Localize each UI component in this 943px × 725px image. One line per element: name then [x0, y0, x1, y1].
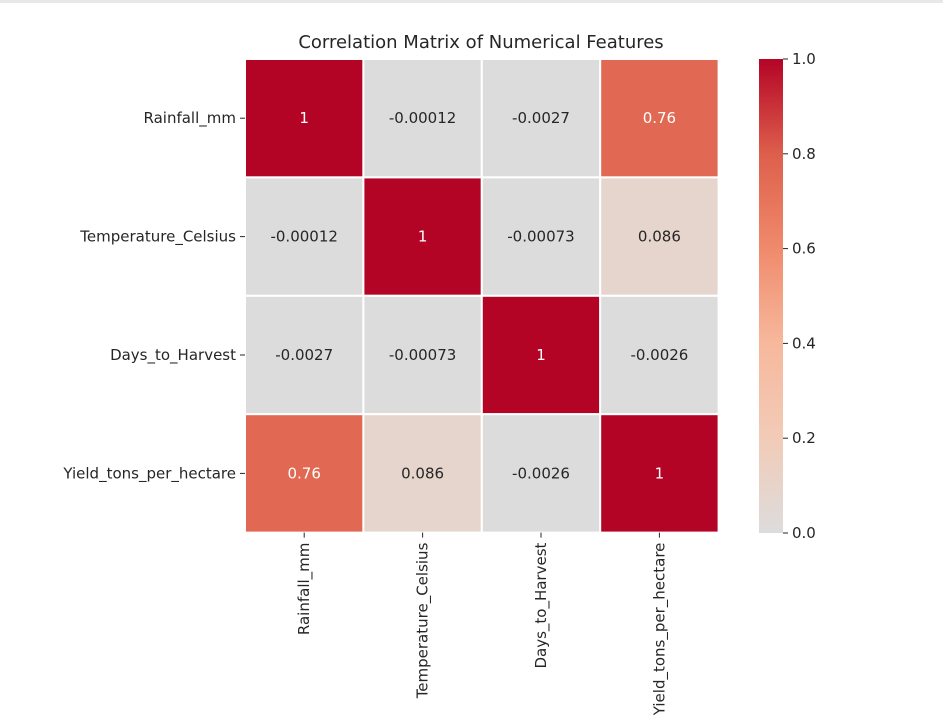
- heatmap-cell-label-1-2: -0.00073: [507, 228, 574, 246]
- heatmap-cell-label-2-1: -0.00073: [389, 346, 456, 364]
- heatmap-cell-label-1-1: 1: [418, 228, 428, 246]
- heatmap-cell-label-0-2: -0.0027: [512, 109, 570, 127]
- heatmap-cell-3-0: [244, 413, 365, 534]
- heatmap-cell-label-2-3: -0.0026: [630, 346, 688, 364]
- heatmap-cells: 1 -0.00012 -0.0027 0.76 -0.00012 1 -0.00073 0.0…: [244, 58, 720, 534]
- chart-title: Correlation Matrix of Numerical Features: [298, 32, 663, 53]
- heatmap-cell-3-3: [599, 413, 720, 534]
- heatmap-cell-label-2-0: -0.0027: [275, 346, 333, 364]
- row-tick-label-1: Temperature_Celsius: [79, 228, 236, 247]
- heatmap-cell-1-3: [599, 176, 720, 297]
- column-tick-label-1: Temperature_Celsius: [414, 542, 433, 699]
- heatmap-column-ticks: Rainfall_mm Temperature_Celsius Days_to_Ha…: [295, 532, 669, 717]
- column-tick-label-2: Days_to_Harvest: [532, 542, 551, 668]
- column-tick-label-0: Rainfall_mm: [295, 543, 314, 636]
- heatmap-cell-2-2: [480, 294, 602, 416]
- colorbar: 0.0 0.2 0.4 0.6 0.8 1.0: [759, 50, 816, 542]
- heatmap-cell-2-3: [599, 294, 720, 416]
- colorbar-tick-label-0: 0.0: [792, 524, 816, 542]
- heatmap-cell-label-0-3: 0.76: [643, 109, 676, 127]
- colorbar-gradient: [759, 59, 783, 533]
- heatmap-cell-label-3-0: 0.76: [287, 464, 320, 482]
- colorbar-tick-label-4: 0.8: [792, 145, 816, 163]
- colorbar-tick-label-2: 0.4: [792, 334, 816, 352]
- heatmap-cell-label-3-2: -0.0026: [512, 464, 570, 482]
- heatmap-cell-label-1-0: -0.00012: [270, 228, 337, 246]
- heatmap-cell-label-3-3: 1: [655, 464, 665, 482]
- column-tick-label-3: Yield_tons_per_hectare: [650, 543, 669, 717]
- heatmap-cell-3-2: [480, 413, 602, 534]
- heatmap-cell-label-0-1: -0.00012: [389, 109, 456, 127]
- heatmap-cell-label-1-3: 0.086: [638, 228, 681, 246]
- heatmap-row-ticks: Rainfall_mm Temperature_Celsius Days_to_Ha…: [62, 109, 245, 483]
- heatmap-cell-0-1: [362, 58, 483, 179]
- heatmap-cell-label-3-1: 0.086: [401, 464, 444, 482]
- colorbar-tick-label-3: 0.6: [792, 240, 816, 258]
- row-tick-label-2: Days_to_Harvest: [110, 346, 236, 365]
- notebook-top-edge: [0, 0, 943, 3]
- heatmap-cell-label-0-0: 1: [299, 109, 309, 127]
- colorbar-tick-label-1: 0.2: [792, 429, 816, 447]
- heatmap-cell-2-0: [244, 294, 365, 416]
- row-tick-label-0: Rainfall_mm: [144, 109, 237, 128]
- row-tick-label-3: Yield_tons_per_hectare: [62, 464, 236, 483]
- heatmap-cell-2-1: [362, 294, 483, 416]
- colorbar-tick-label-5: 1.0: [792, 50, 816, 68]
- heatmap-cell-label-2-2: 1: [536, 346, 546, 364]
